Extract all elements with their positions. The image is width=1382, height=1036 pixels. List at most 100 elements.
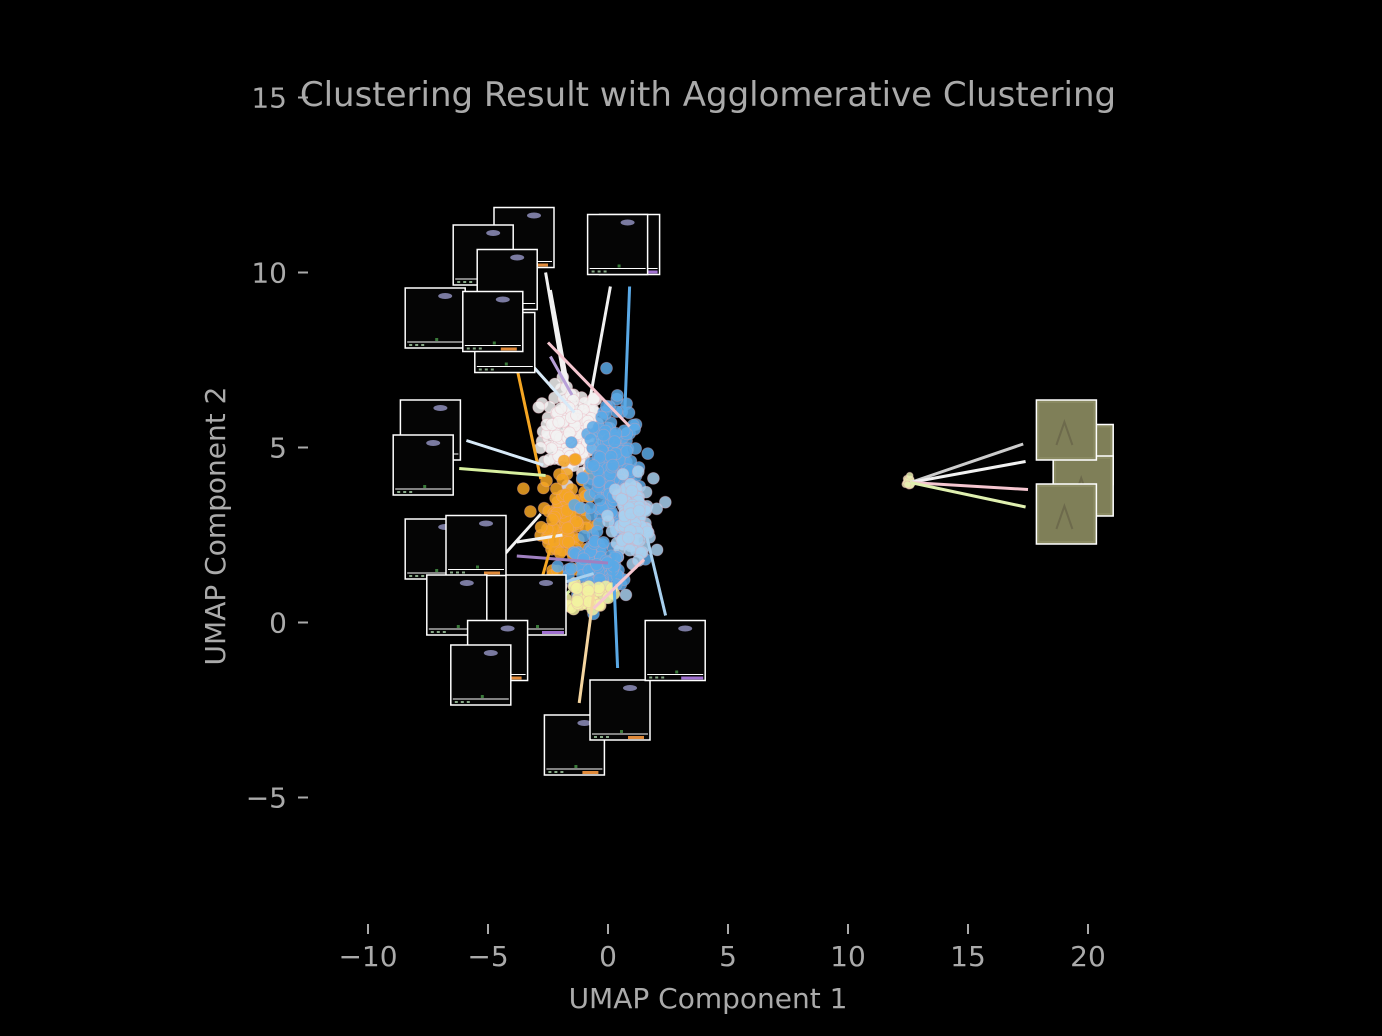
scatter-point <box>517 482 530 496</box>
scatter-point <box>550 429 564 443</box>
x-tick-label: 5 <box>719 940 737 973</box>
thumbnail-image <box>1035 399 1098 461</box>
annotation-connector <box>910 481 1029 491</box>
annotation-connector <box>910 460 1026 484</box>
annotation-connector <box>909 442 1024 484</box>
thumbnail-image <box>450 644 512 706</box>
thumbnail-image <box>462 290 524 353</box>
scatter-point <box>549 482 563 496</box>
x-tick-label: 10 <box>830 940 866 973</box>
thumbnail-image <box>445 514 507 577</box>
scatter-point <box>565 435 578 449</box>
scatter-point <box>569 452 582 466</box>
scatter-point <box>601 509 614 523</box>
scatter-point <box>905 471 914 480</box>
scatter-point <box>564 562 578 575</box>
scatter-point <box>608 483 622 497</box>
y-tick-label: 0 <box>269 607 287 640</box>
y-tick-label: 10 <box>251 257 287 290</box>
scatter-point <box>597 428 610 442</box>
scatter-point <box>625 484 639 498</box>
y-axis-ticks: −5 0 5 10 15 <box>246 82 308 815</box>
x-tick-label: −10 <box>338 940 397 973</box>
x-axis-ticks: −10 −5 0 5 10 15 20 <box>338 924 1106 973</box>
thumbnails-layer <box>392 206 1114 776</box>
scatter-point <box>551 560 564 573</box>
scatter-point <box>545 442 558 456</box>
annotation-connector <box>587 286 612 406</box>
scatter-point <box>641 447 655 461</box>
thumbnail-image <box>586 213 649 276</box>
scatter-point <box>584 433 597 447</box>
scatter-point <box>534 520 548 534</box>
scatter-point <box>903 480 912 489</box>
scatter-point <box>570 515 583 529</box>
annotation-connector <box>516 554 609 565</box>
scatter-point <box>577 552 591 566</box>
scatter-point <box>571 594 584 608</box>
annotation-connector <box>623 286 632 413</box>
annotation-connector <box>532 365 576 414</box>
annotation-connector <box>577 594 596 704</box>
annotation-connector <box>548 289 572 396</box>
scatter-point <box>540 474 553 488</box>
scatter-point <box>575 471 589 485</box>
scatter-point <box>592 474 606 488</box>
scatter-point <box>619 588 633 602</box>
scatter-point <box>583 501 597 515</box>
scatter-point <box>554 401 568 415</box>
scatter-point <box>597 536 610 549</box>
scatter-point <box>658 495 672 509</box>
scatter-point <box>611 388 624 402</box>
scatter-point <box>552 415 566 429</box>
annotation-connector <box>549 355 574 396</box>
scatter-point <box>622 531 635 545</box>
annotation-connector <box>465 439 544 467</box>
annotation-connector <box>592 558 646 610</box>
thumbnail-image <box>589 679 651 741</box>
scatter-point <box>608 435 621 449</box>
scatter-point <box>595 410 608 424</box>
annotation-connector <box>644 534 668 616</box>
scatter-point <box>570 581 584 595</box>
scatter-point <box>631 465 645 479</box>
annotation-connector <box>611 552 620 669</box>
annotation-connector <box>544 272 567 385</box>
y-tick-label: 15 <box>251 82 287 115</box>
scatter-point <box>532 400 546 414</box>
scatter-point <box>561 521 574 535</box>
thumbnail-image <box>404 287 466 349</box>
scatter-point <box>553 546 567 560</box>
x-tick-label: −5 <box>467 940 508 973</box>
y-tick-label: 5 <box>269 432 287 465</box>
thumbnail-image <box>644 619 706 682</box>
annotation-connector <box>512 356 543 480</box>
scatter-point <box>586 420 600 434</box>
scatter-point <box>557 454 571 468</box>
y-axis-label: UMAP Component 2 <box>199 387 232 666</box>
x-tick-label: 0 <box>599 940 617 973</box>
x-tick-label: 20 <box>1070 940 1106 973</box>
scatter-point <box>600 361 613 375</box>
scatter-point <box>647 471 660 485</box>
thumbnail-image <box>1035 483 1098 545</box>
scatter-point <box>606 458 620 472</box>
scatter-point <box>632 504 646 518</box>
x-axis-label: UMAP Component 1 <box>569 982 848 1015</box>
scatter-point <box>616 467 630 481</box>
x-tick-label: 15 <box>950 940 986 973</box>
scatter-point <box>545 513 559 526</box>
scatter-point <box>620 444 634 458</box>
scatter-point <box>577 529 591 543</box>
points-layer <box>517 361 916 621</box>
scatter-point <box>556 472 569 486</box>
scatter-point <box>600 399 613 413</box>
y-tick-label: −5 <box>246 782 287 815</box>
scatter-point <box>623 543 637 557</box>
scatter-point <box>524 505 537 518</box>
thumbnail-image <box>392 434 454 496</box>
scatter-point <box>593 493 607 507</box>
scatter-point <box>587 459 600 473</box>
